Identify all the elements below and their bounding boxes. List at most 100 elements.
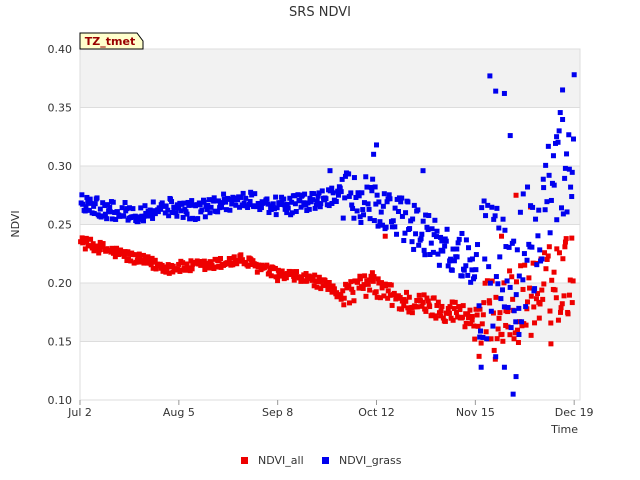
data-point	[211, 195, 217, 201]
data-point	[508, 325, 514, 331]
data-point	[148, 262, 154, 268]
data-point	[289, 269, 295, 275]
y-tick-label: 0.20	[48, 277, 73, 290]
y-tick-label: 0.15	[48, 336, 73, 349]
data-point	[180, 260, 186, 266]
data-point	[385, 288, 391, 294]
data-point	[525, 299, 531, 305]
data-point	[528, 332, 534, 338]
data-point	[424, 295, 430, 301]
data-point	[530, 260, 536, 266]
data-point	[361, 212, 367, 218]
data-point	[187, 216, 193, 222]
data-point	[100, 244, 106, 250]
data-point	[562, 175, 568, 181]
data-point	[163, 203, 169, 209]
data-point	[536, 315, 542, 321]
data-point	[307, 195, 313, 201]
data-point	[165, 207, 171, 213]
data-point	[330, 190, 336, 196]
data-point	[338, 189, 344, 195]
data-point	[489, 204, 495, 210]
data-point	[289, 210, 295, 216]
data-point	[312, 205, 318, 211]
data-point	[509, 274, 515, 280]
data-point	[532, 320, 538, 326]
data-point	[363, 293, 369, 299]
data-point	[248, 189, 254, 195]
data-point	[367, 216, 373, 222]
band	[80, 224, 580, 283]
data-point	[553, 295, 559, 301]
data-point	[316, 190, 322, 196]
data-point	[391, 290, 397, 296]
data-point	[361, 282, 367, 288]
data-point	[310, 276, 316, 282]
band	[80, 341, 580, 400]
data-point	[378, 280, 384, 286]
data-point	[94, 243, 100, 249]
data-point	[492, 213, 498, 219]
data-point	[85, 199, 91, 205]
data-point	[340, 288, 346, 294]
data-point	[258, 205, 264, 211]
data-point	[347, 300, 353, 306]
data-point	[535, 233, 541, 239]
data-point	[465, 315, 471, 321]
data-point	[564, 151, 570, 157]
data-point	[293, 208, 299, 214]
data-point	[250, 258, 256, 264]
data-point	[184, 211, 190, 217]
data-point	[197, 202, 203, 208]
data-point	[491, 216, 497, 222]
data-point	[266, 270, 272, 276]
x-tick-label: Oct 12	[358, 406, 395, 419]
data-point	[297, 198, 303, 204]
data-point	[554, 217, 560, 223]
data-point	[528, 293, 534, 299]
data-point	[206, 265, 212, 271]
data-point	[219, 204, 225, 210]
data-point	[566, 292, 572, 298]
data-point	[178, 208, 184, 214]
data-point	[174, 202, 180, 208]
data-point	[100, 241, 106, 247]
data-point	[150, 199, 156, 205]
data-point	[473, 267, 479, 273]
data-point	[176, 205, 182, 211]
data-point	[201, 199, 207, 205]
data-point	[541, 185, 547, 191]
data-point	[513, 192, 519, 198]
data-point	[89, 245, 95, 251]
data-point	[281, 196, 287, 202]
data-point	[459, 230, 465, 236]
data-point	[327, 188, 333, 194]
data-point	[516, 331, 522, 337]
data-point	[440, 248, 446, 254]
data-point	[460, 303, 466, 309]
data-point	[185, 199, 191, 205]
data-point	[376, 280, 382, 286]
data-point	[377, 295, 383, 301]
data-point	[556, 250, 562, 256]
data-point	[402, 230, 408, 236]
data-point	[271, 206, 277, 212]
data-point	[145, 254, 151, 260]
data-point	[569, 235, 575, 241]
data-point	[97, 206, 103, 212]
data-point	[241, 200, 247, 206]
data-point	[407, 226, 413, 232]
data-point	[404, 289, 410, 295]
data-point	[84, 239, 90, 245]
data-point	[83, 235, 89, 241]
badge-shape	[79, 32, 144, 50]
data-point	[283, 275, 289, 281]
data-point	[371, 151, 377, 157]
data-point	[313, 202, 319, 208]
plot-background	[80, 49, 580, 400]
data-point	[368, 184, 374, 190]
data-point	[238, 252, 244, 258]
data-point	[499, 233, 505, 239]
data-point	[394, 231, 400, 237]
data-point	[495, 326, 501, 332]
